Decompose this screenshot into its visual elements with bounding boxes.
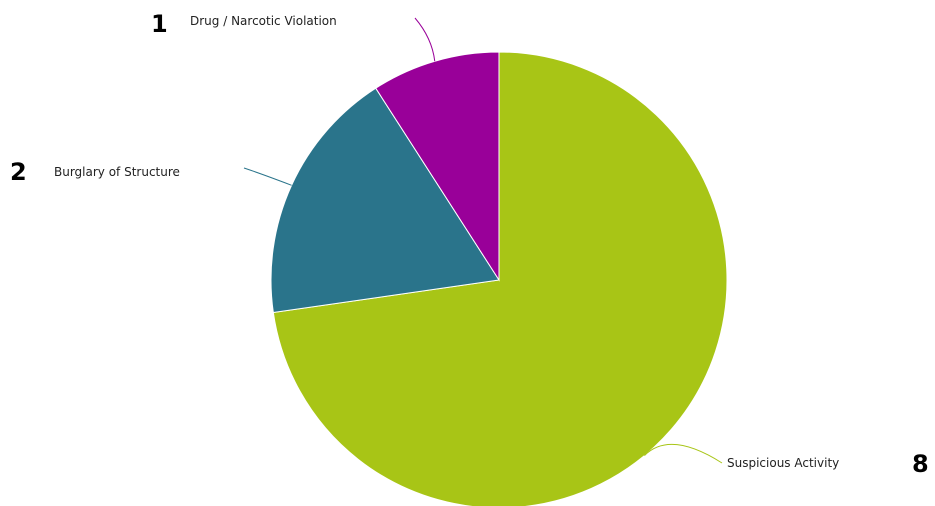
pie-slice-drug-narcotic-violation <box>375 51 500 282</box>
slice-label-drug-narcotic-violation: Drug / Narcotic Violation <box>190 14 337 28</box>
count-label-drug-narcotic-violation: 1 <box>151 10 168 38</box>
count-label-burglary-of-structure: 2 <box>10 158 27 186</box>
slice-label-suspicious-activity: Suspicious Activity <box>727 456 839 470</box>
pie-slice-burglary-of-structure <box>270 87 500 314</box>
leader-line-suspicious-activity <box>644 444 723 464</box>
leader-lines <box>243 17 723 464</box>
slice-labels: Suspicious Activity Burglary of Structur… <box>10 10 929 478</box>
slice-label-burglary-of-structure: Burglary of Structure <box>54 165 180 179</box>
leader-line-burglary-of-structure <box>243 167 292 186</box>
pie-slices <box>270 51 728 506</box>
pie-slice-suspicious-activity <box>272 51 728 506</box>
count-label-suspicious-activity: 8 <box>912 450 929 478</box>
leader-line-drug-narcotic-violation <box>414 17 436 62</box>
